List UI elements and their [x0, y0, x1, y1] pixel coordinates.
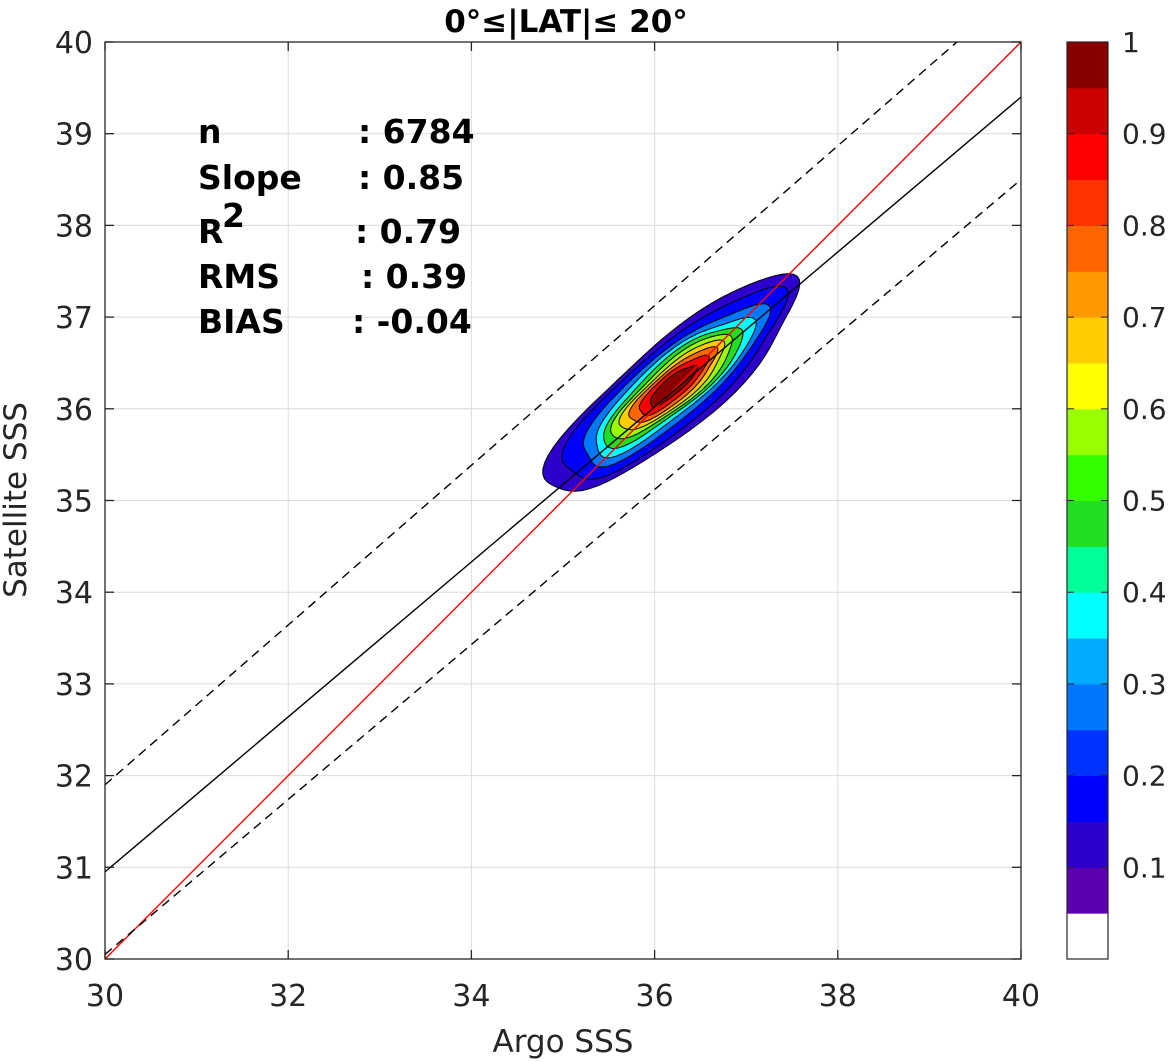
- stat-label: RMS: [198, 257, 280, 296]
- y-tick-label: 35: [55, 485, 93, 520]
- colorbar: 0.1 0.2 0.3 0.4 0.5 0.6 0.7 0.8 0.9 1: [1066, 26, 1167, 960]
- stat-value: : 0.85: [358, 158, 464, 197]
- stat-superscript: 2: [222, 196, 245, 235]
- colorbar-tick-label: 0.2: [1122, 760, 1167, 793]
- colorbar-segment: [1067, 42, 1108, 89]
- colorbar-segment: [1067, 317, 1108, 364]
- stat-value: : -0.04: [352, 302, 472, 341]
- density-contour: [649, 364, 699, 408]
- grid: [105, 42, 1021, 959]
- colorbar-tick-label: 0.1: [1122, 851, 1167, 884]
- colorbar-segment: [1067, 729, 1108, 777]
- stat-value: : 0.79: [355, 212, 461, 251]
- colorbar-segment: [1067, 454, 1108, 501]
- y-tick-label: 39: [55, 118, 93, 153]
- colorbar-segment: [1067, 179, 1108, 226]
- line-fit-: [105, 179, 1021, 955]
- y-tick-label: 32: [55, 760, 93, 795]
- stat-label: Slope: [198, 158, 302, 197]
- colorbar-segment: [1067, 87, 1108, 135]
- y-tick-label: 37: [55, 301, 93, 336]
- stat-value: : 6784: [358, 112, 475, 151]
- colorbar-segment: [1067, 408, 1108, 456]
- x-tick-label: 30: [86, 979, 124, 1014]
- y-tick-label: 36: [55, 393, 93, 428]
- colorbar-tick-label: 0.9: [1122, 118, 1167, 151]
- colorbar-segment: [1067, 362, 1108, 410]
- colorbar-segment: [1067, 592, 1108, 639]
- y-axis-label: Satellite SSS: [0, 402, 34, 598]
- colorbar-tick-label: 1: [1122, 26, 1140, 59]
- colorbar-segment: [1067, 821, 1108, 868]
- colorbar-segment: [1067, 867, 1108, 914]
- y-tick-label: 33: [55, 668, 93, 703]
- x-axis-label: Argo SSS: [493, 1024, 634, 1060]
- colorbar-tick-label: 0.7: [1122, 301, 1167, 334]
- x-tick-label: 38: [819, 979, 857, 1014]
- stat-label: n: [198, 112, 222, 151]
- colorbar-segment: [1067, 683, 1108, 731]
- x-tick-label: 40: [1002, 979, 1040, 1014]
- y-tick-label: 38: [55, 209, 93, 244]
- colorbar-segment: [1067, 775, 1108, 822]
- stat-label: R: [198, 212, 223, 251]
- stat-label: BIAS: [198, 302, 285, 341]
- colorbar-segment: [1067, 271, 1108, 318]
- stats-box: n : 6784 Slope : 0.85 R2 : 0.79 RMS : 0.39 BIAS:…: [198, 112, 475, 341]
- chart-title: 0°≤|LAT|≤ 20°: [444, 4, 688, 40]
- colorbar-segment: [1067, 913, 1108, 960]
- colorbar-tick-label: 0.5: [1122, 485, 1167, 518]
- y-tick-label: 31: [55, 851, 93, 886]
- y-tick-label: 34: [55, 576, 93, 611]
- line-1-1: [105, 42, 1021, 959]
- y-tick-label: 40: [55, 26, 93, 61]
- colorbar-segment: [1067, 133, 1108, 181]
- density-contours: [542, 273, 801, 492]
- colorbar-segment: [1067, 638, 1108, 685]
- colorbar-tick-label: 0.6: [1122, 393, 1167, 426]
- colorbar-segment: [1067, 225, 1108, 272]
- axis-ticks: 30 32 34 36 38 40 30 31 32 33 34 35 36 37 38 39 40: [55, 26, 1040, 1014]
- stat-value: : 0.39: [361, 257, 467, 296]
- line-fit: [105, 96, 1021, 873]
- x-tick-label: 36: [636, 979, 674, 1014]
- x-tick-label: 32: [269, 979, 307, 1014]
- colorbar-segment: [1067, 500, 1108, 547]
- colorbar-segment: [1067, 546, 1108, 593]
- x-tick-label: 34: [452, 979, 490, 1014]
- line-fit-: [105, 42, 958, 786]
- colorbar-tick-label: 0.4: [1122, 576, 1167, 609]
- reference-lines: [105, 42, 1021, 959]
- y-tick-label: 30: [55, 943, 93, 978]
- colorbar-tick-label: 0.8: [1122, 209, 1167, 242]
- colorbar-tick-label: 0.3: [1122, 668, 1167, 701]
